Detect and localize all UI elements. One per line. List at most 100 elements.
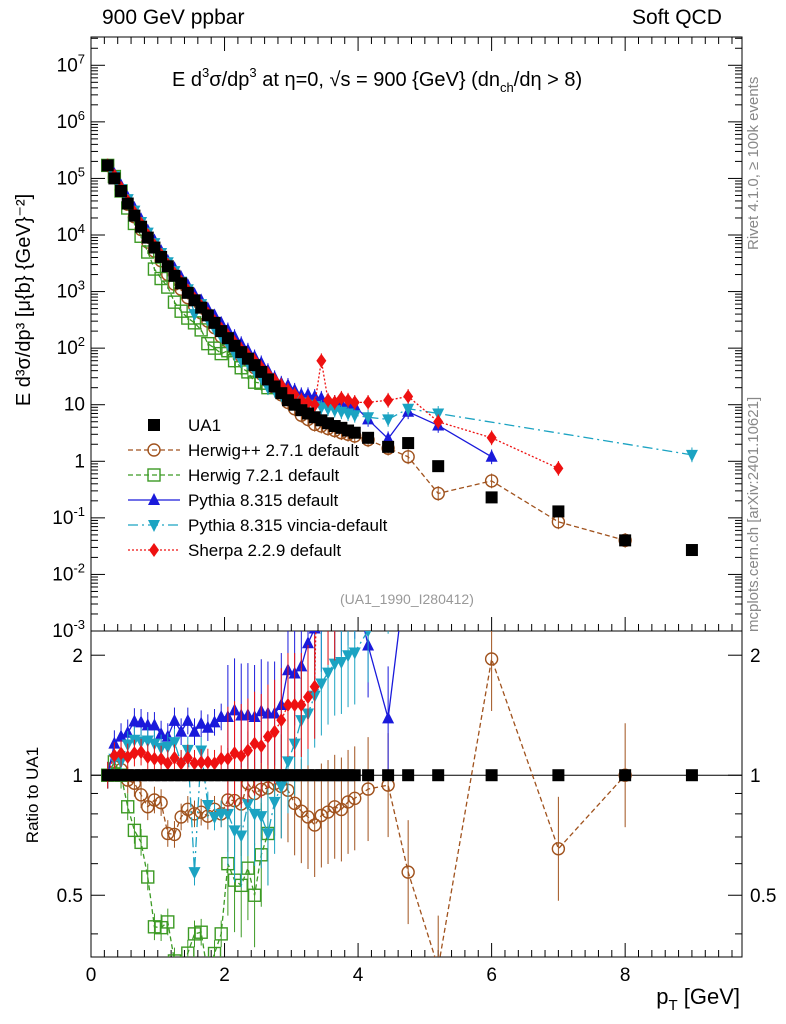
ratio-point-herwig-2-7-1-default bbox=[161, 826, 175, 841]
ratio-point-pythia-8-315-default bbox=[315, 613, 327, 625]
legend-label-pythia-8-315-default: Pythia 8.315 default bbox=[188, 491, 339, 510]
ratio-point-herwig-2-7-1-default bbox=[361, 782, 375, 796]
ratio-tick-label: 1 bbox=[72, 766, 83, 787]
ratio-point-sherpa-2-2-9-default bbox=[309, 679, 320, 694]
ratio-point-ua1 bbox=[552, 769, 565, 782]
ratio-point-herwig-2-7-1-default bbox=[181, 802, 195, 817]
data-point-ua1 bbox=[619, 534, 632, 547]
ratio-point-pythia-8-315-vincia-default bbox=[228, 825, 241, 838]
ratio-tick-label: 2 bbox=[72, 646, 83, 667]
ratio-point-sherpa-2-2-9-default bbox=[242, 743, 253, 758]
chart-title: E d3σ/dp3 at η=0, √s = 900 {GeV} (dnch/d… bbox=[172, 65, 582, 95]
ratio-point-pythia-8-315-default bbox=[195, 716, 208, 729]
ratio-point-herwig-2-7-1-default bbox=[432, 962, 444, 974]
data-point-ua1 bbox=[175, 277, 188, 290]
ratio-point-sherpa-2-2-9-default bbox=[323, 606, 333, 620]
data-point-pythia-8-315-vincia-default bbox=[382, 414, 395, 427]
ratio-point-pythia-8-315-vincia-default bbox=[348, 647, 361, 660]
ratio-point-pythia-8-315-vincia-default bbox=[261, 828, 274, 841]
ratio-point-pythia-8-315-vincia-default bbox=[364, 631, 372, 638]
y-tick-label: 106 bbox=[57, 108, 85, 133]
data-point-sherpa-2-2-9-default bbox=[343, 393, 354, 408]
ratio-point-pythia-8-315-default bbox=[308, 631, 321, 634]
ratio-point-herwig-2-7-1-default bbox=[401, 865, 415, 879]
ratio-point-sherpa-2-2-9-default bbox=[282, 698, 293, 713]
data-point-sherpa-2-2-9-default bbox=[553, 461, 564, 476]
legend-label-ua1: UA1 bbox=[188, 416, 221, 435]
ratio-data-group bbox=[100, 99, 698, 978]
ratio-point-ua1 bbox=[619, 769, 632, 782]
ratio-point-herwig-7-2-1-default bbox=[241, 861, 255, 875]
ratio-point-sherpa-2-2-9-default bbox=[149, 751, 160, 766]
ratio-point-sherpa-2-2-9-default bbox=[176, 756, 187, 771]
ratio-point-herwig-2-7-1-default bbox=[134, 788, 148, 802]
ratio-point-pythia-8-315-vincia-default bbox=[382, 577, 394, 589]
ratio-point-herwig-2-7-1-default bbox=[154, 795, 168, 810]
ratio-point-sherpa-2-2-9-default bbox=[109, 748, 120, 763]
ratio-point-herwig-2-7-1-default bbox=[341, 795, 355, 809]
ratio-point-pythia-8-315-default bbox=[148, 718, 161, 731]
ratio-point-sherpa-2-2-9-default bbox=[487, 348, 497, 362]
ratio-point-sherpa-2-2-9-default bbox=[202, 755, 213, 770]
data-point-sherpa-2-2-9-default bbox=[486, 430, 497, 445]
ratio-point-ua1 bbox=[432, 769, 445, 782]
ratio-point-sherpa-2-2-9-default bbox=[142, 749, 153, 764]
ratio-point-sherpa-2-2-9-default bbox=[162, 756, 173, 771]
data-point-ua1 bbox=[101, 159, 114, 172]
ratio-point-pythia-8-315-vincia-default bbox=[201, 799, 214, 812]
data-point-sherpa-2-2-9-default bbox=[433, 414, 444, 429]
ratio-point-sherpa-2-2-9-default bbox=[216, 751, 227, 766]
ratio-point-sherpa-2-2-9-default bbox=[289, 698, 300, 713]
ratio-point-sherpa-2-2-9-default bbox=[189, 756, 200, 771]
ratio-point-ua1 bbox=[362, 769, 375, 782]
ratio-point-pythia-8-315-vincia-default bbox=[161, 741, 174, 754]
legend-marker-sherpa-2-2-9-default bbox=[149, 543, 159, 557]
ratio-point-herwig-2-7-1-default bbox=[141, 800, 155, 814]
ratio-point-pythia-8-315-vincia-default bbox=[268, 796, 281, 809]
data-point-sherpa-2-2-9-default bbox=[363, 395, 374, 410]
data-point-ua1 bbox=[348, 426, 361, 439]
ratio-point-herwig-7-2-1-default bbox=[121, 800, 135, 814]
data-point-ua1 bbox=[432, 460, 445, 473]
ratio-point-pythia-8-315-default bbox=[115, 729, 128, 742]
ratio-point-herwig-7-2-1-default bbox=[134, 835, 148, 850]
ratio-point-herwig-2-7-1-default bbox=[321, 805, 335, 819]
data-point-ua1 bbox=[485, 491, 498, 504]
data-point-sherpa-2-2-9-default bbox=[349, 395, 360, 410]
analysis-watermark: (UA1_1990_I280412) bbox=[340, 591, 474, 607]
series-line-herwig-2-7-1-default bbox=[107, 165, 626, 541]
y-axis-label: E d³σ/dp³ [μ{b} {GeV}⁻²] bbox=[13, 194, 35, 406]
ratio-point-sherpa-2-2-9-default bbox=[249, 736, 260, 751]
ratio-point-sherpa-2-2-9-default bbox=[269, 724, 280, 739]
ratio-point-pythia-8-315-default bbox=[135, 715, 148, 728]
ratio-point-herwig-7-2-1-default bbox=[175, 966, 187, 978]
data-point-ua1 bbox=[685, 544, 698, 557]
ratio-point-pythia-8-315-vincia-default bbox=[322, 667, 335, 680]
x-tick-label: 6 bbox=[486, 965, 497, 986]
ratio-point-sherpa-2-2-9-default bbox=[343, 555, 353, 569]
ratio-point-pythia-8-315-vincia-default bbox=[235, 830, 248, 843]
ratio-tick-label-right: 1 bbox=[750, 766, 761, 787]
ratio-line-pythia-8-315-vincia-default bbox=[107, 631, 369, 873]
ratio-tick-label-right: 2 bbox=[750, 646, 761, 667]
data-point-ua1 bbox=[155, 250, 168, 263]
ratio-point-herwig-2-7-1-default bbox=[328, 800, 342, 814]
y-tick-label: 107 bbox=[57, 51, 85, 76]
ratio-point-herwig-7-2-1-default bbox=[194, 925, 208, 939]
ratio-point-sherpa-2-2-9-default bbox=[222, 751, 233, 766]
legend-marker-herwig-7-2-1-default bbox=[147, 468, 161, 482]
y-tick-label: 103 bbox=[57, 278, 85, 303]
ratio-point-herwig-7-2-1-default bbox=[181, 946, 195, 957]
ratio-tick-label-right: 0.5 bbox=[750, 886, 776, 907]
ratio-point-sherpa-2-2-9-default bbox=[262, 729, 273, 744]
ratio-point-pythia-8-315-vincia-default bbox=[281, 756, 294, 769]
data-point-ua1 bbox=[161, 260, 174, 273]
data-point-ua1 bbox=[382, 440, 395, 453]
ratio-point-herwig-7-2-1-default bbox=[167, 954, 182, 957]
ratio-point-pythia-8-315-default bbox=[188, 724, 201, 737]
ratio-point-sherpa-2-2-9-default bbox=[336, 560, 346, 574]
ratio-point-pythia-8-315-vincia-default bbox=[686, 99, 698, 111]
ratio-point-pythia-8-315-default bbox=[168, 713, 181, 726]
legend-label-pythia-8-315-vincia-default: Pythia 8.315 vincia-default bbox=[188, 516, 388, 535]
